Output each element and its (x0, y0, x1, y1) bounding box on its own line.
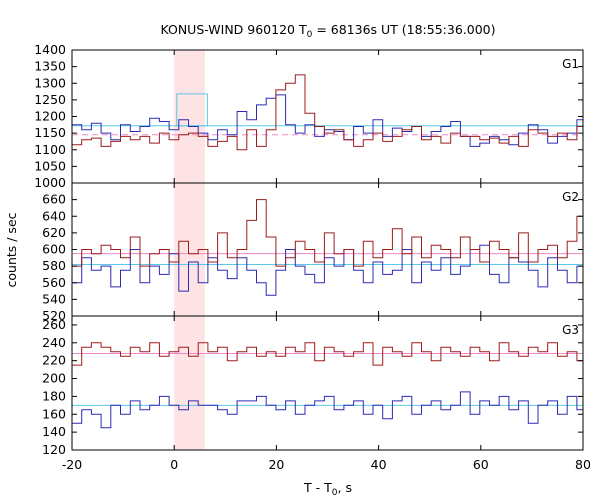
y-tick-label: 260 (42, 317, 66, 332)
y-tick-label: 1300 (34, 75, 66, 90)
panel-g3: 120 140 160 180 200 220 240 260 G3 (42, 315, 584, 457)
panel-label-g1: G1 (562, 57, 579, 71)
chart-title-main: KONUS-WIND 960120 T (160, 22, 306, 37)
y-tick-label: 1050 (34, 158, 66, 173)
y-tick-label: 1000 (34, 175, 66, 190)
panel-label-g2: G2 (562, 190, 579, 204)
y-tick-label: 220 (42, 353, 66, 368)
y-tick-label: 520 (42, 308, 66, 323)
x-axis-label-main: T - T (303, 480, 332, 495)
series-blue-g2 (72, 244, 583, 296)
series-blue-g1 (72, 94, 583, 147)
y-tick-label: 1200 (34, 109, 66, 124)
y-tick-label: 1350 (34, 59, 66, 74)
y-tick-label: 640 (42, 208, 66, 223)
series-blue-g3 (72, 391, 583, 429)
y-tick-label: 580 (42, 258, 66, 273)
series-dark_red-g3 (72, 342, 583, 366)
panel-frame (71, 49, 584, 184)
x-axis-label: T - T0, s (303, 480, 352, 498)
y-tick-label: 160 (42, 406, 66, 421)
y-tick-label: 560 (42, 275, 66, 290)
chart-title-subscript: 0 (307, 30, 313, 40)
y-tick-label: 1150 (34, 125, 66, 140)
y-axis-label: counts / sec (4, 212, 19, 287)
y-tick-label: 140 (42, 424, 66, 439)
x-tick-label: 40 (371, 457, 387, 472)
y-tick-label: 1400 (34, 42, 66, 57)
y-tick-label: 660 (42, 192, 66, 207)
y-tick-label: 1250 (34, 92, 66, 107)
series-dark_red-g1 (72, 74, 583, 151)
y-tick-label: 540 (42, 291, 66, 306)
x-tick-label: 60 (473, 457, 489, 472)
y-tick-label: 240 (42, 335, 66, 350)
burst-box (176, 93, 208, 127)
panel-frame (71, 315, 584, 451)
plot-area: 100010501100115012001250130013501400G152… (34, 42, 591, 472)
x-tick-label: 80 (575, 457, 591, 472)
x-axis-label-subscript: 0 (332, 488, 338, 498)
y-tick-label: 120 (42, 442, 66, 457)
x-tick-label: 0 (170, 457, 178, 472)
x-tick-label: 20 (268, 457, 284, 472)
x-tick-label: -20 (62, 457, 82, 472)
y-tick-label: 1100 (34, 142, 66, 157)
y-tick-label: 180 (42, 388, 66, 403)
y-tick-label: 620 (42, 225, 66, 240)
chart-title-suffix: = 68136s UT (18:55:36.000) (312, 22, 495, 37)
y-tick-label: 600 (42, 242, 66, 257)
y-tick-label: 200 (42, 371, 66, 386)
chart-title: KONUS-WIND 960120 T0 = 68136s UT (18:55:… (160, 22, 495, 40)
series-dark_red-g2 (72, 199, 583, 267)
panel-label-g3: G3 (562, 323, 579, 337)
x-axis-label-suffix: , s (338, 480, 352, 495)
